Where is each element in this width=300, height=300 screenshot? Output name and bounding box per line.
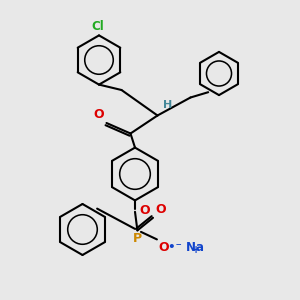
Text: P: P: [133, 232, 142, 245]
Text: H: H: [163, 100, 172, 110]
Text: O: O: [94, 109, 104, 122]
Text: +: +: [192, 245, 200, 255]
Text: O: O: [140, 204, 150, 217]
Text: •⁻ Na: •⁻ Na: [168, 241, 204, 254]
Text: O: O: [158, 241, 169, 254]
Text: O: O: [155, 203, 166, 216]
Text: Cl: Cl: [91, 20, 104, 33]
